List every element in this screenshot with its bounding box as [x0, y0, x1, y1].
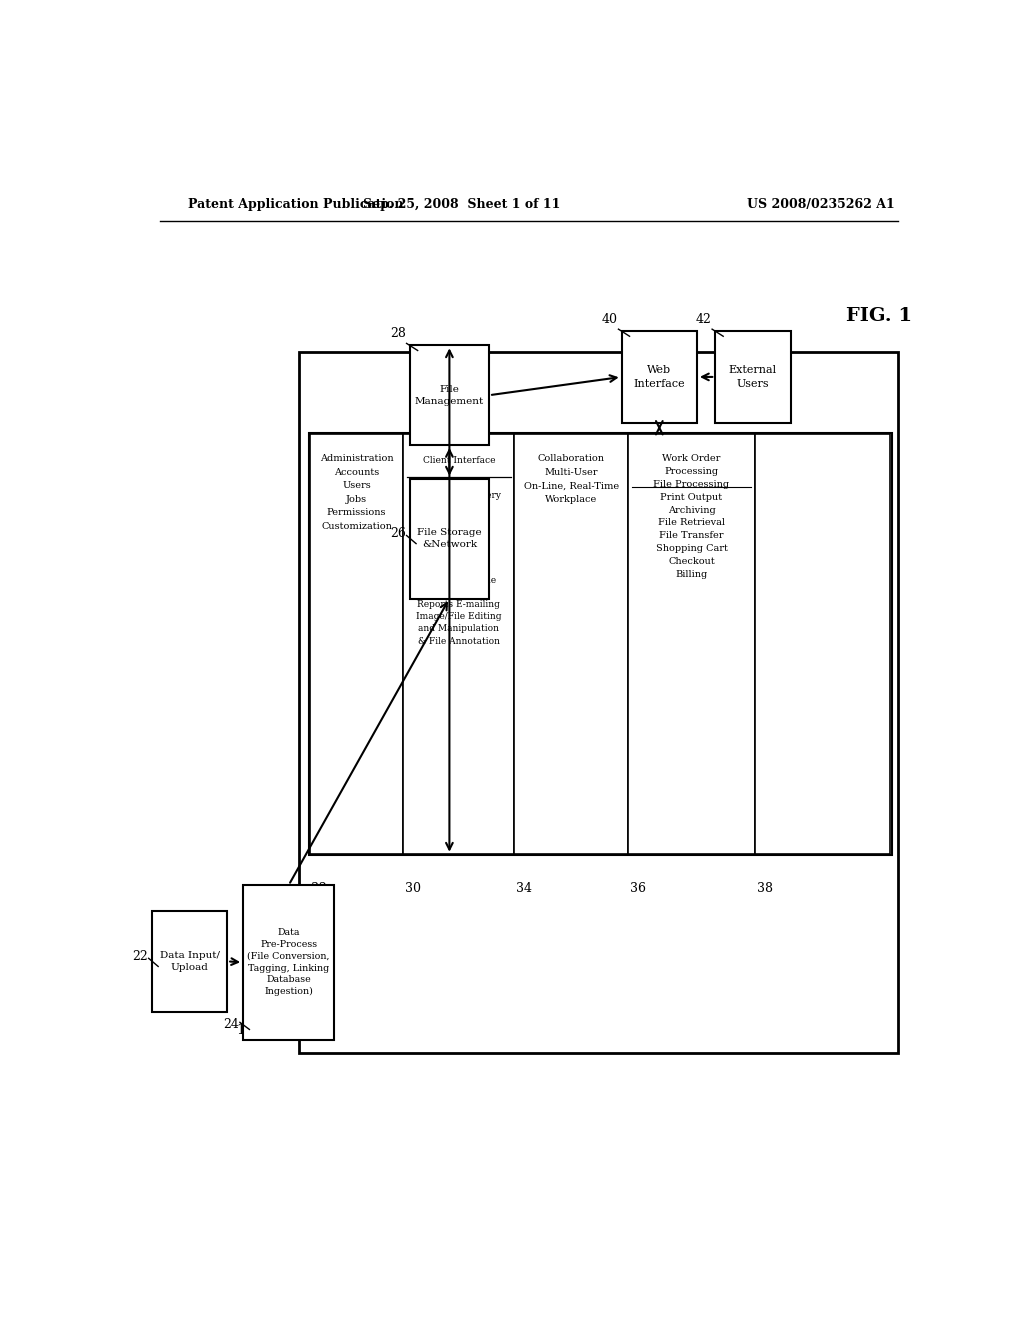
Text: Collaboration
Multi-User
On-Line, Real-Time
Workplace: Collaboration Multi-User On-Line, Real-T… — [523, 454, 618, 504]
Text: Web
Interface: Web Interface — [634, 366, 685, 388]
Text: 42: 42 — [695, 313, 712, 326]
Text: 34: 34 — [516, 882, 532, 895]
Text: 10: 10 — [237, 1023, 254, 1038]
Text: Client Interface: Client Interface — [423, 457, 496, 465]
FancyBboxPatch shape — [514, 434, 628, 854]
Text: Patent Application Publication: Patent Application Publication — [187, 198, 403, 211]
Text: 40: 40 — [602, 313, 617, 326]
FancyBboxPatch shape — [628, 434, 755, 854]
Text: 28: 28 — [390, 327, 406, 341]
FancyBboxPatch shape — [243, 886, 334, 1040]
Text: FIG. 1: FIG. 1 — [846, 308, 912, 325]
Text: Data
Pre-Process
(File Conversion,
Tagging, Linking
Database
Ingestion): Data Pre-Process (File Conversion, Taggi… — [248, 928, 330, 997]
Text: 38: 38 — [757, 882, 772, 895]
FancyBboxPatch shape — [755, 434, 890, 854]
FancyBboxPatch shape — [309, 434, 403, 854]
FancyBboxPatch shape — [622, 331, 697, 422]
Text: Sep. 25, 2008  Sheet 1 of 11: Sep. 25, 2008 Sheet 1 of 11 — [362, 198, 560, 211]
FancyBboxPatch shape — [410, 346, 489, 445]
Text: Data Input/
Upload: Data Input/ Upload — [160, 950, 219, 972]
FancyBboxPatch shape — [410, 479, 489, 598]
Text: File
Management: File Management — [415, 385, 484, 405]
FancyBboxPatch shape — [299, 351, 898, 1053]
Text: 26: 26 — [390, 527, 406, 540]
FancyBboxPatch shape — [715, 331, 791, 422]
Text: US 2008/0235262 A1: US 2008/0235262 A1 — [748, 198, 895, 211]
Text: Administration
Accounts
Users
Jobs
Permissions
Customization: Administration Accounts Users Jobs Permi… — [319, 454, 393, 531]
Text: Login
Image/File Gallery
Searching
Sorting
View Options
Organization
Ranking
Com: Login Image/File Gallery Searching Sorti… — [416, 479, 502, 645]
Text: 36: 36 — [630, 882, 645, 895]
Text: Work Order
Processing
File Processing
Print Output
Archiving
File Retrieval
File: Work Order Processing File Processing Pr… — [653, 454, 729, 579]
FancyBboxPatch shape — [403, 434, 514, 854]
Text: File Storage
&Network: File Storage &Network — [417, 528, 481, 549]
Text: 22: 22 — [132, 950, 147, 962]
Text: 24: 24 — [223, 1018, 239, 1031]
FancyBboxPatch shape — [152, 911, 227, 1012]
Text: External
Users: External Users — [729, 366, 777, 388]
FancyBboxPatch shape — [309, 433, 892, 854]
Text: 30: 30 — [404, 882, 421, 895]
Text: 32: 32 — [311, 882, 328, 895]
